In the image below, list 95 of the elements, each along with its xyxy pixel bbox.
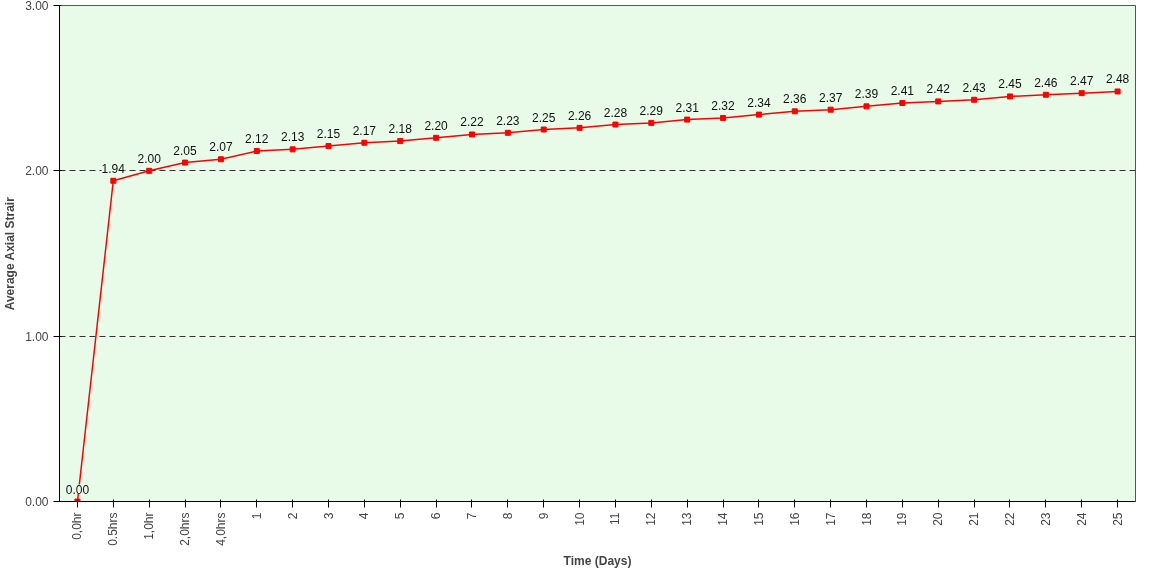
x-tick-label: 21 (967, 512, 982, 526)
x-tick-label: 2 (285, 512, 300, 520)
point (182, 159, 189, 166)
x-tick-label: 1,0hr (142, 512, 157, 540)
x-tick-label: 7 (464, 512, 479, 520)
point (289, 146, 296, 153)
data-label: 2.41 (890, 84, 915, 99)
point (1078, 90, 1085, 97)
point (827, 106, 834, 113)
data-label: 2.45 (998, 77, 1022, 92)
data-label: 2.07 (209, 140, 233, 155)
point (325, 143, 332, 150)
x-tick-label: 4 (357, 512, 372, 520)
point (612, 121, 619, 128)
data-label: 2.13 (280, 130, 305, 145)
data-label: 2.05 (173, 143, 198, 158)
x-tick-label: 0,0hr (70, 512, 85, 540)
x-tick-label: 19 (895, 512, 910, 526)
data-label: 2.25 (532, 110, 556, 125)
data-label: 2.42 (926, 82, 951, 97)
x-tick-label: 16 (787, 512, 802, 526)
x-tick-label: 24 (1074, 512, 1089, 526)
x-tick-label: 5 (393, 512, 408, 520)
x-tick-label: 8 (500, 512, 515, 520)
data-label: 2.17 (352, 123, 377, 138)
x-tick-label: 12 (644, 512, 659, 526)
y-tick-label: 1.00 (25, 329, 49, 344)
data-label: 2.39 (854, 87, 879, 102)
data-label: 2.28 (603, 105, 628, 120)
x-tick-label: 6 (429, 512, 444, 520)
point (899, 100, 906, 107)
point (217, 156, 224, 163)
point (935, 98, 942, 105)
point (863, 103, 870, 110)
data-label: 1.94 (101, 161, 126, 176)
data-label: 2.15 (316, 127, 341, 142)
data-label: 2.37 (818, 90, 843, 105)
point (146, 167, 153, 174)
x-tick-label: 17 (823, 512, 838, 526)
y-tick-label: 2.00 (25, 164, 49, 179)
x-tick-label: 20 (931, 512, 946, 526)
point (791, 108, 798, 115)
y-tick-label: 3.00 (25, 0, 49, 13)
x-tick-label: 9 (536, 512, 551, 520)
data-label: 2.00 (137, 151, 162, 166)
y-axis-title: Average Axial Strair (3, 196, 18, 311)
x-tick-label: 15 (751, 512, 766, 526)
point (576, 124, 583, 131)
point (110, 177, 117, 184)
point (684, 116, 691, 123)
point (468, 131, 475, 138)
x-axis-title: Time (Days) (563, 553, 632, 568)
point (433, 134, 440, 141)
x-tick-label: 11 (608, 512, 623, 525)
point (253, 147, 260, 154)
data-label: 2.36 (783, 92, 807, 107)
x-tick-label: 25 (1110, 512, 1125, 526)
data-label: 2.43 (962, 80, 987, 95)
data-label: 2.26 (567, 108, 592, 123)
x-tick-label: 3 (321, 512, 336, 520)
point (755, 111, 762, 118)
point (1114, 88, 1121, 95)
data-label: 0.00 (65, 482, 90, 497)
x-tick-label: 10 (572, 512, 587, 526)
x-tick-label: 22 (1002, 512, 1017, 526)
point (648, 119, 655, 126)
data-label: 2.46 (1034, 75, 1058, 90)
point (361, 139, 368, 146)
point (397, 138, 404, 145)
x-tick-label: 1 (249, 512, 264, 520)
data-label: 2.34 (747, 95, 771, 110)
data-label: 2.29 (639, 103, 664, 118)
x-tick-label: 0.5hrs (106, 512, 121, 546)
x-tick-label: 13 (680, 512, 695, 526)
data-label: 2.23 (496, 113, 520, 128)
y-tick-label: 0.00 (25, 495, 49, 509)
point (720, 114, 727, 121)
point (971, 96, 978, 103)
data-label: 2.31 (675, 100, 700, 115)
data-label: 2.20 (424, 118, 449, 133)
data-label: 2.22 (460, 115, 484, 130)
data-label: 2.48 (1105, 72, 1130, 87)
point (504, 129, 511, 136)
point (1006, 93, 1013, 100)
x-tick-label: 4,0hrs (213, 512, 228, 546)
x-tick-label: 14 (716, 512, 731, 526)
x-tick-label: 18 (859, 512, 874, 526)
data-label: 2.47 (1070, 74, 1094, 89)
x-tick-label: 23 (1038, 512, 1053, 526)
point (1042, 91, 1049, 98)
data-label: 2.32 (711, 98, 736, 113)
data-label: 2.18 (388, 122, 413, 137)
data-label: 2.12 (245, 131, 269, 146)
point (540, 126, 547, 133)
x-tick-label: 2,0hrs (178, 512, 193, 546)
